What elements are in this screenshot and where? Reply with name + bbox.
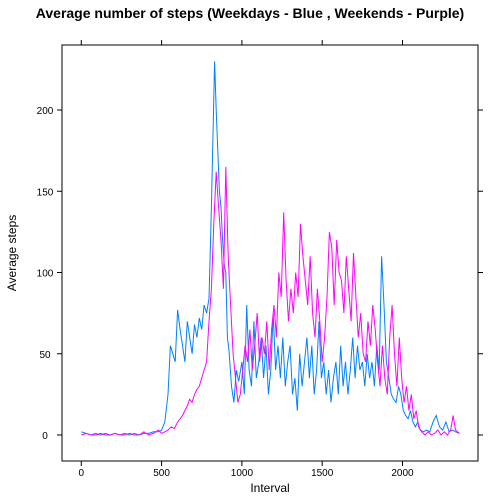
ticks-layer: 0 500 1000 1500 2000 0 50 100 150 200: [37, 40, 483, 479]
x-tick-label: 2000: [391, 468, 414, 479]
y-tick-label: 150: [37, 187, 54, 198]
x-axis-label: Interval: [250, 481, 289, 495]
y-tick-label: 100: [37, 269, 54, 280]
series-line-1: [81, 166, 460, 436]
y-tick-label: 50: [39, 350, 51, 361]
series-line-0: [81, 61, 460, 436]
plot-frame: [61, 44, 479, 462]
series-layer: [81, 61, 460, 436]
x-tick-label: 1000: [231, 468, 254, 479]
y-tick-label: 200: [37, 106, 54, 117]
chart-title: Average number of steps (Weekdays - Blue…: [36, 5, 464, 21]
x-tick-label: 1500: [311, 468, 334, 479]
y-tick-label: 0: [42, 431, 48, 442]
y-axis-label: Average steps: [5, 215, 19, 292]
x-tick-label: 500: [153, 468, 170, 479]
x-tick-label: 0: [78, 468, 84, 479]
